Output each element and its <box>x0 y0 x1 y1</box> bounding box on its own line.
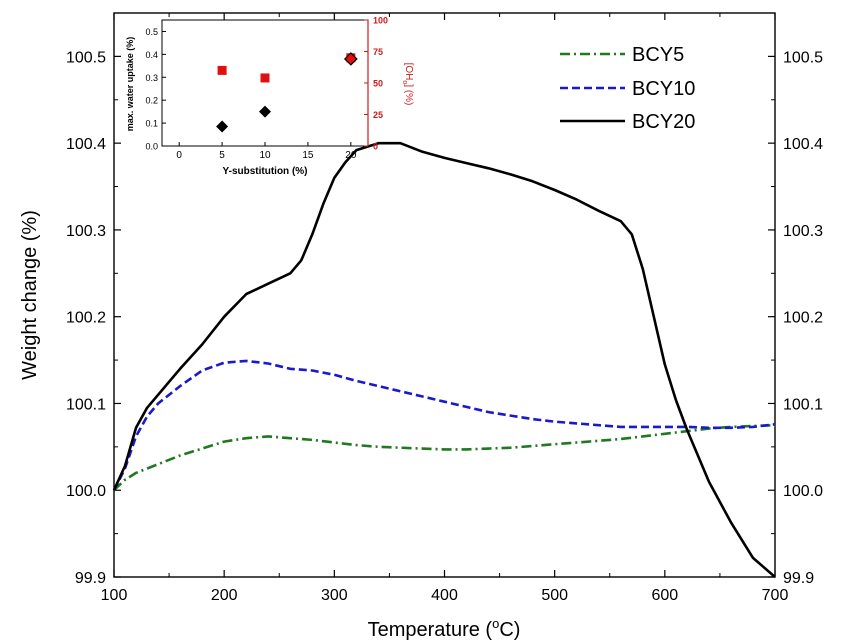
inset-frame <box>161 19 369 147</box>
y-tick-label: 100.4 <box>66 136 106 153</box>
inset-y-right-axis-label: [OHo] (%) <box>401 63 414 106</box>
inset-y-tick-label: 0.5 <box>145 27 158 37</box>
y-tick-label: 99.9 <box>75 570 106 587</box>
y-tick-label: 100.3 <box>66 223 106 240</box>
inset-y-tick-label: 0.2 <box>145 96 158 106</box>
series-line-bcy10 <box>112 359 776 491</box>
inset-x-tick-label: 5 <box>219 150 225 161</box>
inset-y-right-label-suffix: ] (%) <box>403 84 414 105</box>
x-tick-label: 200 <box>211 587 238 604</box>
legend-label-bcy10: BCY10 <box>632 78 695 100</box>
inset-y-right-tick-label: 0 <box>373 142 378 152</box>
inset-square-point <box>217 65 227 75</box>
x-tick-label: 700 <box>762 587 789 604</box>
x-tick-label: 600 <box>651 587 678 604</box>
inset-x-tick-label: 10 <box>259 150 271 161</box>
inset-axis-ticks: 0 5 10 15 20 0.0 0.1 0.2 0.3 0.4 0.5 0 25 50 75 100 <box>145 16 388 162</box>
inset-diamond-point <box>216 120 229 133</box>
x-tick-label: 500 <box>541 587 568 604</box>
inset-x-tick-label: 20 <box>345 150 357 161</box>
inset-points <box>216 52 358 133</box>
inset-y-tick-label: 0.4 <box>145 50 158 60</box>
inset-y-right-tick-label: 25 <box>373 110 383 120</box>
y-tick-label-right: 99.9 <box>783 570 814 587</box>
inset-x-tick-label: 0 <box>176 150 182 161</box>
y-tick-label-right: 100.3 <box>783 223 823 240</box>
y-tick-label: 100.5 <box>66 49 106 66</box>
legend: BCY5 BCY10 BCY20 <box>560 44 695 133</box>
y-tick-label: 100.1 <box>66 396 106 413</box>
inset-overlap-point <box>343 52 358 66</box>
inset-diamond-point <box>259 105 271 118</box>
y-tick-label-right: 100.4 <box>783 136 823 153</box>
series-line-bcy20 <box>112 141 776 578</box>
x-tick-label: 300 <box>321 587 348 604</box>
inset-y-right-label-sub: o <box>401 80 408 84</box>
inset-chart: 0 5 10 15 20 0.0 0.1 0.2 0.3 0.4 0.5 0 25 50 75 100 Y-s… <box>125 16 414 178</box>
inset-y-right-tick-label: 50 <box>373 79 383 89</box>
x-axis-label-prefix: Temperature ( <box>368 619 493 641</box>
y-axis-label: Weight change (%) <box>19 210 41 380</box>
inset-y-right-label-prefix: [OH <box>403 63 414 81</box>
series-line-bcy5 <box>113 423 776 492</box>
legend-label-bcy5: BCY5 <box>632 44 684 66</box>
main-series-group <box>112 141 776 578</box>
inset-y-tick-label: 0.1 <box>145 119 158 129</box>
inset-x-axis-label: Y-substitution (%) <box>223 166 308 177</box>
inset-y-tick-label: 0.0 <box>145 142 158 152</box>
x-axis-label: Temperature (oC) <box>368 616 521 641</box>
inset-square-point <box>260 73 270 83</box>
x-axis-label-unit: C) <box>499 619 520 641</box>
inset-y-right-tick-label: 100 <box>373 16 388 26</box>
inset-x-tick-label: 15 <box>302 150 314 161</box>
y-tick-label-right: 100.1 <box>783 396 823 413</box>
y-tick-label: 100.2 <box>66 310 106 327</box>
x-tick-label: 100 <box>101 587 128 604</box>
inset-y-axis-label: max. water uptake (%) <box>125 37 135 132</box>
y-tick-label: 100.0 <box>66 483 106 500</box>
y-tick-label-right: 100.2 <box>783 310 823 327</box>
x-axis-label-superscript: o <box>492 616 499 631</box>
inset-y-tick-label: 0.3 <box>145 73 158 83</box>
inset-y-right-tick-label: 75 <box>373 47 383 57</box>
x-tick-label: 400 <box>431 587 458 604</box>
y-tick-label-right: 100.5 <box>783 49 823 66</box>
legend-label-bcy20: BCY20 <box>632 111 695 133</box>
y-tick-label-right: 100.0 <box>783 483 823 500</box>
